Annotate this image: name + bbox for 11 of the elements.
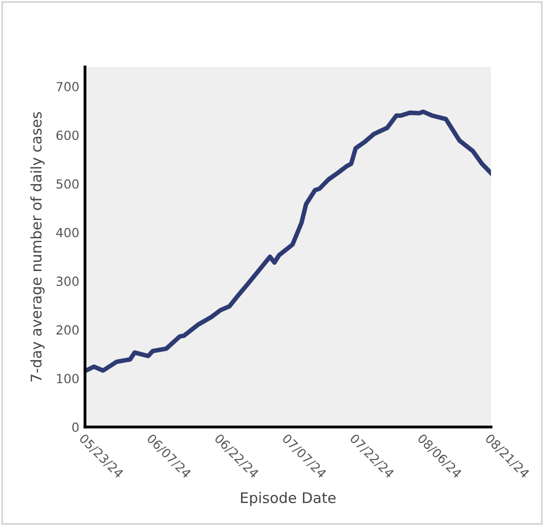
- line-series: [85, 110, 491, 374]
- y-tick-label: 0: [72, 422, 79, 432]
- x-axis-title: Episode Date: [241, 492, 336, 506]
- y-tick-label: 600: [56, 130, 79, 140]
- y-tick-label: 700: [56, 82, 79, 92]
- y-axis-title: 7-day average number of daily cases: [30, 112, 44, 382]
- y-tick-label: 100: [56, 374, 79, 384]
- y-tick-label: 300: [56, 276, 79, 286]
- y-tick-label: 200: [56, 325, 79, 335]
- y-tick-label: 400: [56, 228, 79, 238]
- y-tick-label: 500: [56, 179, 79, 189]
